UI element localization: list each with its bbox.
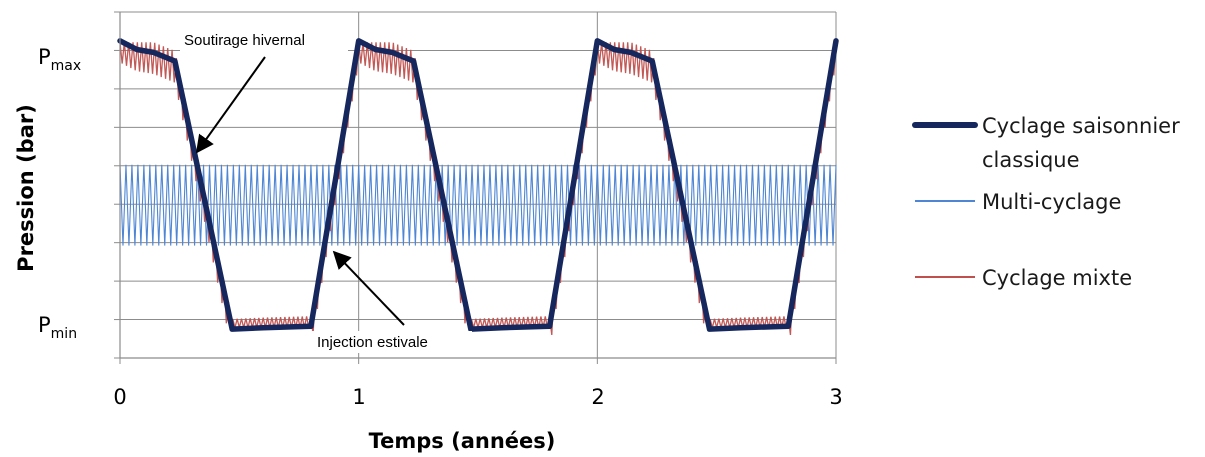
legend-label-classique-line1: Cyclage saisonnier [982,114,1180,138]
x-tick-label: 1 [352,385,365,409]
annotation-box-injection [312,331,472,353]
legend-label-classique-line2: classique [982,148,1080,172]
annotation-injection-estivale: Injection estivale [317,334,428,351]
legend: Cyclage saisonnier classique Multi-cycla… [912,114,1180,290]
annotation-soutirage-hivernal: Soutirage hivernal [184,32,305,49]
annotation-arrow-injection [332,250,405,326]
annotation-arrow-soutirage [195,56,266,154]
x-axis-title: Temps (années) [369,429,556,453]
x-tick-label: 2 [591,385,604,409]
series-multi-cyclage-line [119,164,837,246]
annotation-box-soutirage [180,29,348,51]
axes [114,11,837,364]
x-tick-labels: 0 1 2 3 [113,385,842,409]
legend-label-mixte: Cyclage mixte [982,266,1132,290]
annotations: Soutirage hivernal Injection estivale [180,29,472,353]
y-label-pmax: Pmax [38,45,81,74]
x-tick-label: 0 [113,385,126,409]
y-axis-title: Pression (bar) [14,104,38,272]
legend-label-multi: Multi-cyclage [982,190,1121,214]
series-cyclage-mixte-line [119,42,837,336]
y-label-pmin: Pmin [38,313,77,342]
series-cyclage-saisonnier-classique-line [117,38,839,332]
x-tick-label: 3 [829,385,842,409]
y-level-labels: Pmax Pmin [38,45,81,342]
plot-area [117,38,839,336]
